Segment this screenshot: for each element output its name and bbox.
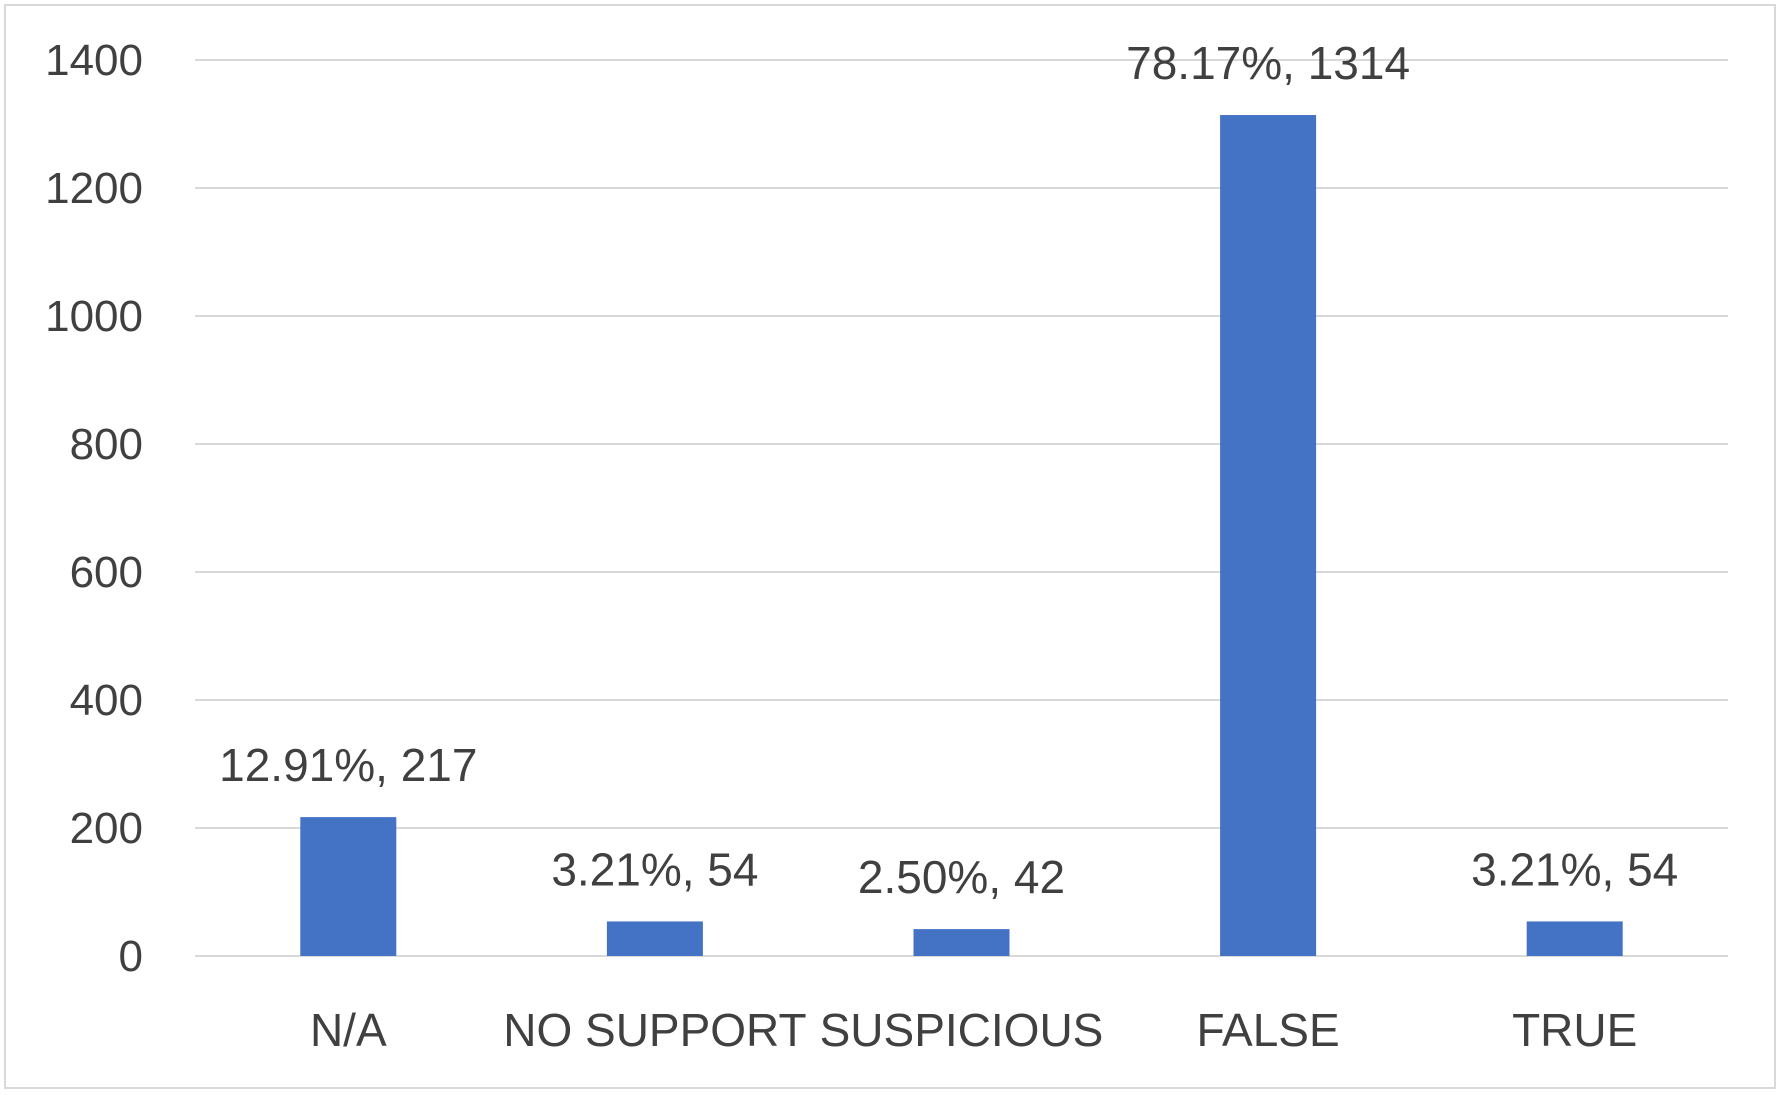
bar-n-a (300, 817, 397, 956)
y-tick-label: 200 (70, 804, 143, 853)
y-tick-label: 1400 (45, 36, 143, 85)
x-category-label: FALSE (1196, 1004, 1339, 1056)
data-label: 3.21%, 54 (551, 843, 758, 895)
x-category-label: SUSPICIOUS (820, 1004, 1104, 1056)
bars (300, 115, 1623, 957)
x-category-label: TRUE (1512, 1004, 1637, 1056)
y-axis-ticks: 0 200 400 600 800 1000 1200 1400 (45, 36, 143, 981)
y-tick-label: 0 (119, 932, 143, 981)
data-label: 78.17%, 1314 (1126, 37, 1410, 89)
bar-false (1220, 115, 1317, 957)
x-category-label: NO SUPPORT (503, 1004, 806, 1056)
y-tick-label: 1000 (45, 292, 143, 341)
data-label: 2.50%, 42 (858, 851, 1065, 903)
bar-no-support (606, 921, 703, 956)
y-tick-label: 600 (70, 548, 143, 597)
data-label: 12.91%, 217 (219, 739, 477, 791)
gridlines (195, 59, 1728, 957)
y-tick-label: 1200 (45, 164, 143, 213)
data-labels: 12.91%, 217 3.21%, 54 2.50%, 42 78.17%, 131… (219, 37, 1678, 903)
bar-suspicious (913, 929, 1010, 956)
y-tick-label: 800 (70, 420, 143, 469)
x-category-label: N/A (310, 1004, 387, 1056)
y-tick-label: 400 (70, 676, 143, 725)
bar-true (1526, 921, 1623, 956)
x-axis-categories: N/A NO SUPPORT SUSPICIOUS FALSE TRUE (310, 1004, 1637, 1056)
chart-frame (4, 4, 1776, 1089)
data-label: 3.21%, 54 (1471, 843, 1678, 895)
